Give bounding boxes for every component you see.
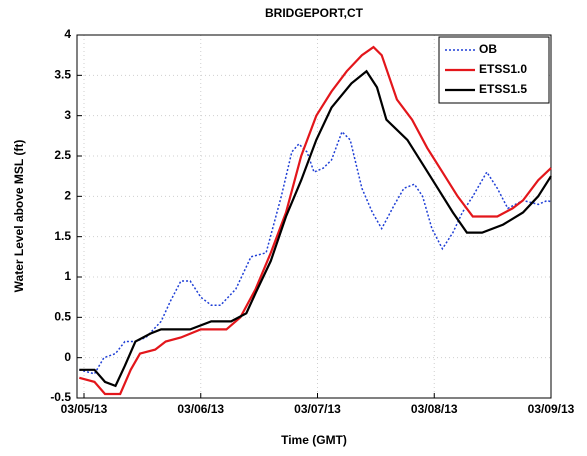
- y-tick-label: 3: [64, 108, 71, 122]
- plot-frame: [76, 34, 552, 399]
- y-tick-label: 3.5: [54, 68, 71, 82]
- series-line: [79, 69, 552, 388]
- chart-title: BRIDGEPORT,CT: [265, 6, 364, 20]
- legend-label: ETSS1.0: [479, 62, 527, 76]
- y-axis-label: Water Level above MSL (ft): [12, 140, 26, 293]
- y-tick-label: 2: [64, 189, 71, 203]
- legend-label: ETSS1.5: [479, 82, 527, 96]
- x-tick-label: 03/09/13: [528, 402, 575, 416]
- x-tick-label: 03/06/13: [177, 402, 224, 416]
- y-tick-label: 1.5: [54, 229, 71, 243]
- y-tick-label: -0.5: [50, 390, 71, 404]
- y-tick-label: 0: [64, 350, 71, 364]
- legend-label: OB: [479, 42, 497, 56]
- series-line: [79, 130, 552, 375]
- y-tick-label: 0.5: [54, 310, 71, 324]
- x-axis-label: Time (GMT): [281, 433, 347, 447]
- y-tick-label: 4: [64, 27, 71, 41]
- x-tick-label: 03/05/13: [61, 402, 108, 416]
- series-line: [79, 45, 552, 396]
- y-tick-label: 2.5: [54, 148, 71, 162]
- x-tick-label: 03/08/13: [411, 402, 458, 416]
- x-tick-label: 03/07/13: [294, 402, 341, 416]
- y-tick-label: 1: [64, 269, 71, 283]
